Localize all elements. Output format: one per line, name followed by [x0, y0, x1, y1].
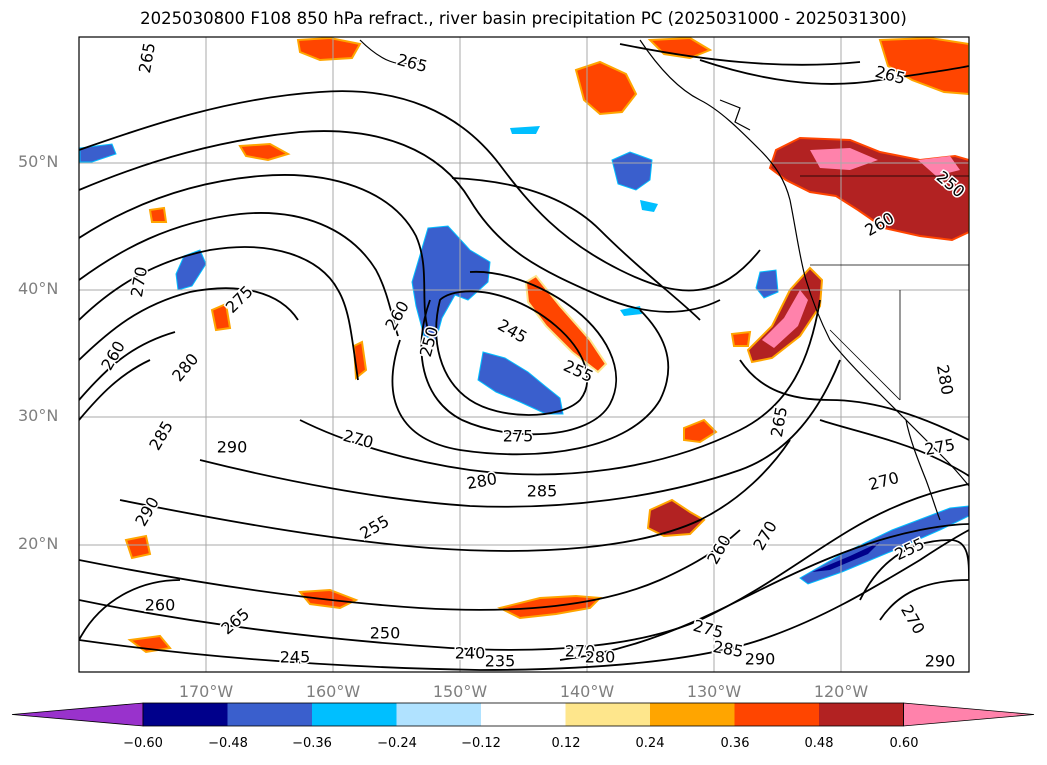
lon-label-140w: 140°W: [559, 682, 615, 701]
contour-label: 275: [503, 427, 534, 446]
lon-label-170w: 170°W: [178, 682, 234, 701]
colorbar-tick: 0.48: [804, 736, 834, 751]
colorbar-tick: −0.24: [377, 736, 417, 751]
colorbar-segment: [143, 703, 228, 726]
positive-anomaly-region: [524, 274, 608, 374]
positive-anomaly-region: [238, 142, 291, 162]
colorbar-segment: [312, 703, 397, 726]
colorbar-extend-high: [903, 702, 1035, 727]
negative-anomaly-region: [611, 151, 653, 191]
positive-anomaly-region: [296, 37, 362, 62]
colorbar-segment: [227, 703, 313, 726]
contour-label: 285: [527, 482, 558, 501]
lon-label-150w: 150°W: [432, 682, 488, 701]
contour-label: 270: [127, 265, 151, 298]
lat-label-20n: 20°N: [18, 534, 59, 553]
contour-label: 240: [455, 644, 486, 663]
positive-anomaly-region: [148, 206, 168, 223]
negative-anomaly-region: [411, 225, 491, 341]
contour-label: 280: [585, 648, 616, 667]
colorbar-segment: [396, 703, 482, 726]
contour-label: 250: [370, 624, 401, 643]
colorbar-segment: [565, 703, 651, 726]
precip-shading: [79, 37, 969, 654]
colorbar-extend-low: [11, 702, 144, 727]
positive-anomaly-region: [878, 37, 969, 96]
negative-anomaly-region: [79, 143, 117, 163]
positive-anomaly-region: [730, 330, 752, 347]
negative-anomaly-region: [477, 351, 564, 415]
positive-anomaly-region: [683, 418, 718, 444]
colorbar-frame: [142, 702, 904, 727]
colorbar-segment: [819, 703, 904, 726]
positive-anomaly-region: [210, 302, 232, 332]
negative-anomaly-region: [175, 249, 207, 291]
colorbar-segment: [734, 703, 820, 726]
contour-label: 245: [280, 648, 311, 667]
colorbar-tick: 0.24: [635, 736, 665, 751]
lon-label-160w: 160°W: [305, 682, 361, 701]
colorbar-segment: [481, 703, 566, 726]
lon-label-120w: 120°W: [813, 682, 869, 701]
colorbar-tick: 0.36: [720, 736, 750, 751]
colorbar-tick: −0.48: [208, 736, 248, 751]
colorbar-segment: [650, 703, 735, 726]
lat-label-30n: 30°N: [18, 406, 59, 425]
map-frame: [78, 36, 970, 673]
colorbar-tick: −0.36: [292, 736, 332, 751]
chart-title: 2025030800 F108 850 hPa refract., river …: [140, 9, 907, 28]
coastlines: [359, 39, 969, 521]
positive-anomaly-region: [124, 534, 152, 560]
contour-label: 260: [145, 596, 176, 615]
colorbar-tick: 0.12: [551, 736, 581, 751]
map-grid: [79, 37, 969, 672]
contour-label: 235: [485, 652, 516, 671]
colorbar: [11, 702, 1035, 727]
colorbar-tick: −0.60: [123, 736, 163, 751]
contour-label: 265: [135, 41, 159, 74]
state-borders: [800, 175, 969, 401]
contour-label: 290: [925, 652, 956, 671]
colorbar-tick: −0.12: [461, 736, 501, 751]
lat-label-40n: 40°N: [18, 279, 59, 298]
lat-label-50n: 50°N: [18, 152, 59, 171]
refractivity-contours: [79, 43, 969, 671]
contour-label: 270: [565, 642, 596, 661]
lon-label-130w: 130°W: [686, 682, 742, 701]
contour-label: 290: [217, 438, 248, 457]
negative-anomaly-region: [755, 269, 779, 299]
positive-anomaly-region: [646, 498, 706, 538]
contour-label: 290: [745, 650, 776, 669]
colorbar-tick: 0.60: [889, 736, 919, 751]
